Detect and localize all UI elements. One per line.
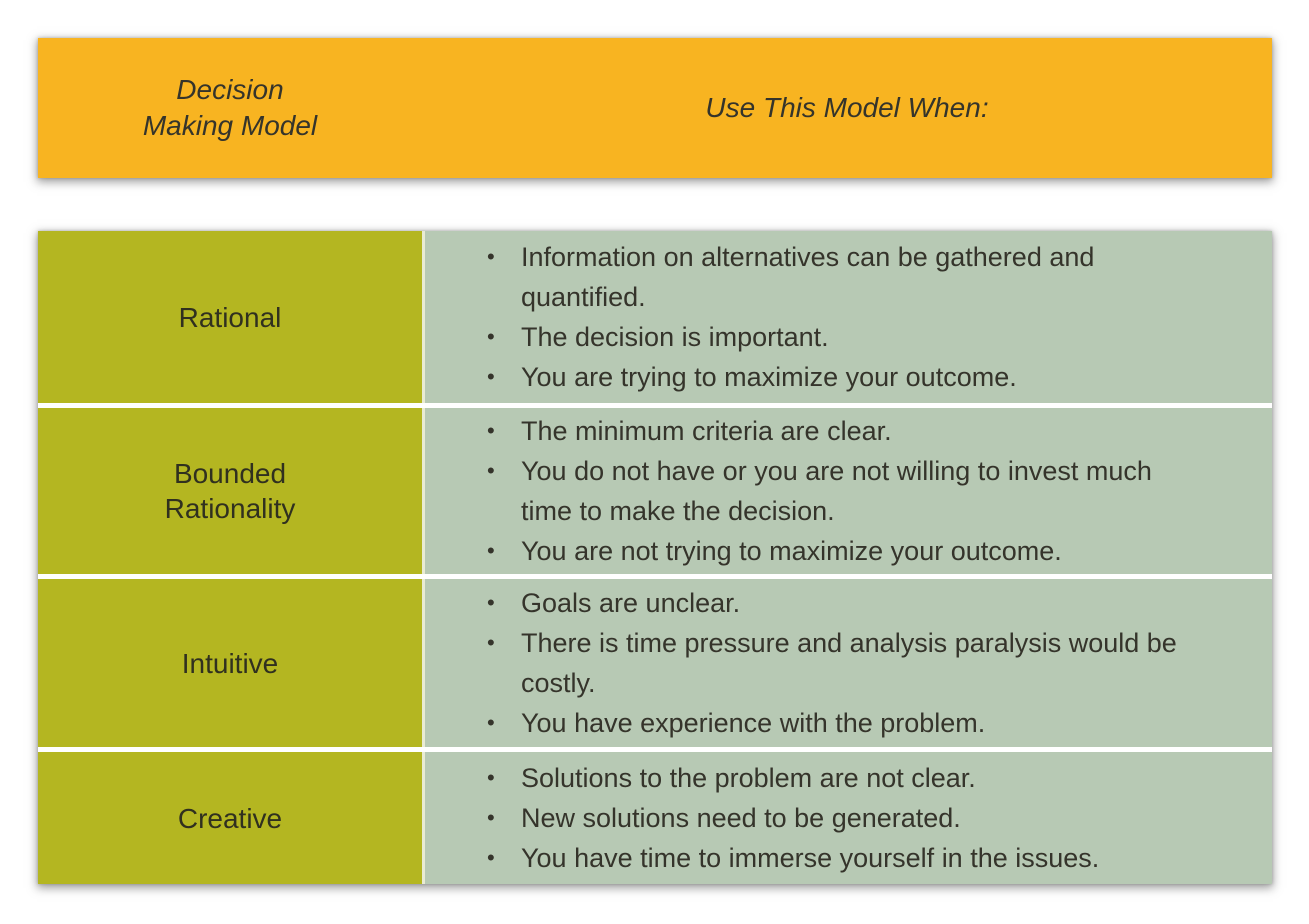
criteria-cell: Information on alternatives can be gathe…: [422, 231, 1272, 403]
criteria-bullet-item: You do not have or you are not willing t…: [481, 451, 1181, 531]
header-model-title-line: Decision: [176, 74, 284, 105]
table-rows: Rational Information on alternatives can …: [38, 231, 1272, 884]
criteria-bullet-item: You have experience with the problem.: [481, 703, 1181, 743]
model-name-cell: Intuitive: [38, 579, 422, 747]
model-name-cell: Rational: [38, 231, 422, 403]
criteria-cell: Goals are unclear.There is time pressure…: [422, 579, 1272, 747]
criteria-bullet-item: The decision is important.: [481, 317, 1181, 357]
model-name-line: Intuitive: [181, 647, 279, 679]
criteria-bullet-list: Information on alternatives can be gathe…: [481, 237, 1181, 397]
decision-models-table: Rational Information on alternatives can …: [38, 231, 1272, 884]
model-name-line: Bounded: [173, 458, 287, 489]
criteria-bullet-list: Solutions to the problem are not clear.N…: [481, 758, 1181, 878]
criteria-bullet-item: You have time to immerse yourself in the…: [481, 838, 1181, 878]
criteria-bullet-item: The minimum criteria are clear.: [481, 411, 1181, 451]
criteria-bullet-item: Goals are unclear.: [481, 583, 1181, 623]
model-name-line: Rational: [178, 301, 282, 333]
criteria-bullet-list: Goals are unclear.There is time pressure…: [481, 583, 1181, 743]
model-name-cell: Creative: [38, 752, 422, 884]
criteria-bullet-item: New solutions need to be generated.: [481, 798, 1181, 838]
header-model-title-line: Making Model: [142, 110, 318, 141]
table-row: Rational Information on alternatives can …: [38, 231, 1272, 403]
criteria-cell: The minimum criteria are clear.You do no…: [422, 408, 1272, 574]
criteria-bullet-item: You are not trying to maximize your outc…: [481, 531, 1181, 571]
criteria-bullet-item: Information on alternatives can be gathe…: [481, 237, 1181, 317]
table-row: Intuitive Goals are unclear.There is time…: [38, 579, 1272, 747]
criteria-cell: Solutions to the problem are not clear.N…: [422, 752, 1272, 884]
criteria-bullet-list: The minimum criteria are clear.You do no…: [481, 411, 1181, 571]
model-name-cell: Bounded Rationality: [38, 408, 422, 574]
header-usage-column-title-text: Use This Model When:: [705, 92, 989, 123]
model-name-line: Creative: [177, 802, 283, 834]
criteria-bullet-item: There is time pressure and analysis para…: [481, 623, 1181, 703]
header-model-column-title: Decision Making Model: [38, 72, 422, 144]
header-usage-column-title: Use This Model When:: [422, 92, 1272, 124]
criteria-bullet-item: You are trying to maximize your outcome.: [481, 357, 1181, 397]
table-header-bar: Decision Making Model Use This Model When…: [38, 38, 1272, 178]
table-row: Bounded Rationality The minimum criteria a…: [38, 408, 1272, 574]
criteria-bullet-item: Solutions to the problem are not clear.: [481, 758, 1181, 798]
table-row: Creative Solutions to the problem are not…: [38, 752, 1272, 884]
model-name-line: Rationality: [164, 493, 296, 524]
